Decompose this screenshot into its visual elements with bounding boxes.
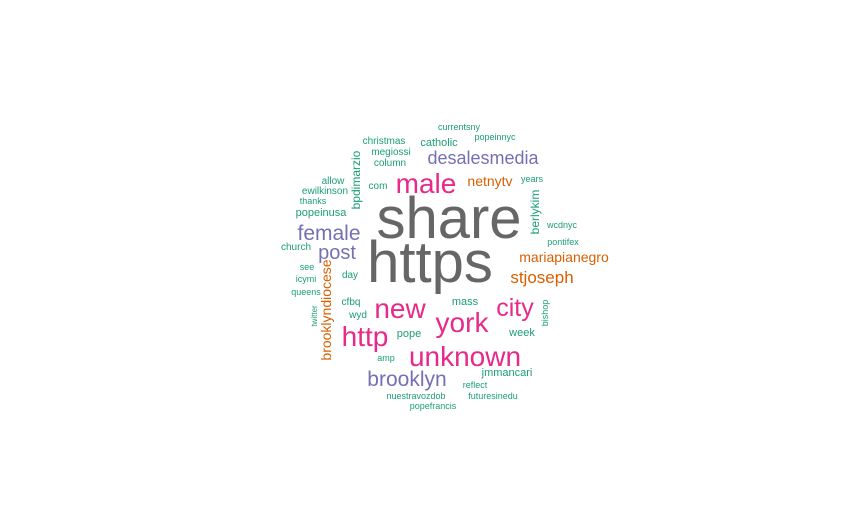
word-post: post — [318, 242, 356, 264]
word-unknown: unknown — [409, 341, 521, 372]
word-mass: mass — [452, 296, 479, 308]
word-share: share — [376, 186, 521, 251]
word-christmas: christmas — [363, 136, 406, 147]
word-berlykim: berlykim — [528, 190, 542, 235]
word-ewilkinson: ewilkinson — [302, 186, 348, 197]
word-futuresinedu: futuresinedu — [468, 391, 518, 401]
word-bishop: bishop — [540, 300, 550, 327]
word-pope: pope — [397, 328, 421, 340]
word-catholic: catholic — [420, 137, 458, 149]
word-megiossi: megiossi — [371, 147, 410, 158]
word-icymi: icymi — [296, 274, 317, 284]
word-wcdnyc: wcdnyc — [546, 220, 578, 230]
word-desalesmedia: desalesmedia — [427, 148, 539, 168]
word-twitter: twitter — [310, 305, 319, 327]
word-day: day — [342, 270, 358, 281]
word-amp: amp — [377, 353, 395, 363]
word-jmmancari: jmmancari — [481, 367, 533, 379]
word-popeinnyc: popeinnyc — [474, 132, 516, 142]
word-cfbq: cfbq — [342, 297, 361, 308]
word-pontifex: pontifex — [547, 237, 579, 247]
word-popefrancis: popefrancis — [410, 401, 457, 411]
word-http: http — [342, 321, 389, 352]
word-female: female — [297, 222, 360, 245]
word-york: york — [436, 307, 490, 338]
word-thanks: thanks — [300, 196, 327, 206]
word-bpdimarzio: bpdimarzio — [349, 150, 363, 209]
word-stjoseph: stjoseph — [510, 268, 573, 287]
word-popeinusa: popeinusa — [296, 207, 348, 219]
word-brooklyndiocese: brooklyndiocese — [318, 259, 334, 360]
word-brooklyn: brooklyn — [367, 368, 446, 391]
word-allow: allow — [322, 176, 346, 187]
word-queens: queens — [291, 287, 321, 297]
word-nuestravozdob: nuestravozdob — [386, 391, 445, 401]
word-see: see — [300, 262, 315, 272]
word-week: week — [508, 327, 535, 339]
word-column: column — [374, 158, 406, 169]
word-mariapianegro: mariapianegro — [519, 249, 609, 265]
word-currentsny: currentsny — [438, 122, 481, 132]
word-com: com — [369, 181, 388, 192]
word-city: city — [496, 294, 534, 322]
word-church: church — [281, 242, 311, 253]
word-new: new — [374, 293, 426, 324]
word-reflect: reflect — [463, 380, 488, 390]
word-years: years — [521, 174, 544, 184]
word-https: https — [367, 230, 493, 295]
word-male: male — [396, 168, 457, 199]
word-wyd: wyd — [348, 310, 367, 321]
word-netnytv: netnytv — [467, 173, 512, 189]
